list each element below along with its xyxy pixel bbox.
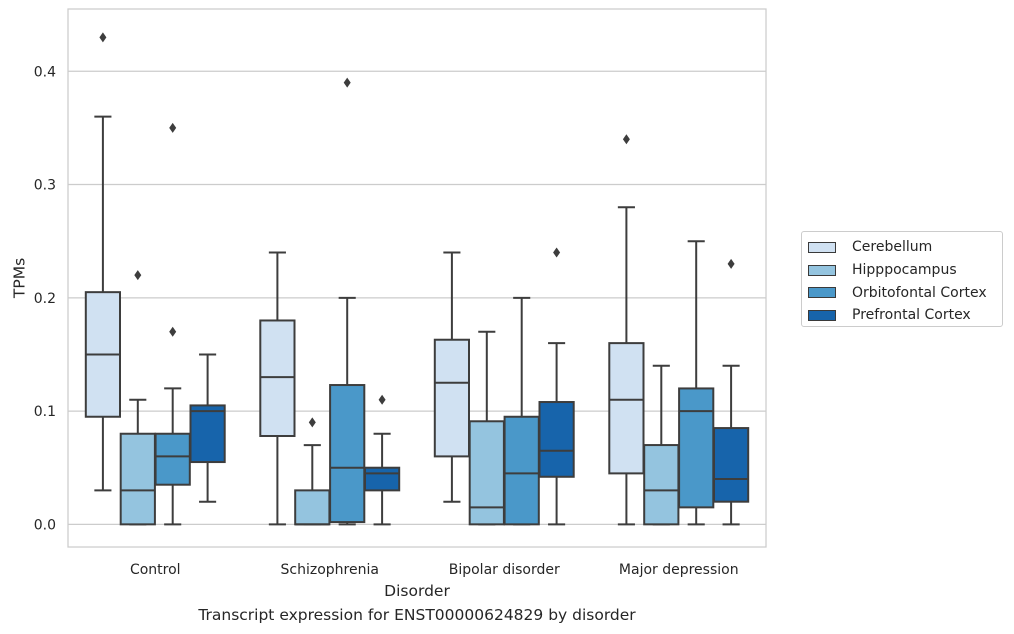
box-2-1 [329, 77, 366, 526]
y-tick-label: 0.3 [34, 178, 56, 194]
outlier-point [727, 258, 735, 269]
box-3-1 [363, 394, 401, 526]
y-tick-label: 0.4 [34, 64, 56, 80]
box-body [363, 466, 401, 492]
box-body [119, 432, 156, 526]
box-body [259, 319, 296, 438]
y-axis-label: TPMs [11, 258, 29, 299]
box-1-1 [294, 417, 331, 526]
box-groups [84, 32, 750, 526]
box-2-3 [678, 240, 715, 526]
x-tick-label: Control [130, 562, 181, 578]
box-body [643, 444, 680, 526]
figure-caption: Transcript expression for ENST0000062482… [198, 606, 636, 624]
box-1-0 [119, 270, 156, 526]
y-tick-label: 0.0 [34, 517, 56, 533]
box-0-0 [84, 32, 122, 492]
outlier-point [308, 417, 316, 428]
legend-label: Orbitofontal Cortex [852, 284, 987, 301]
outlier-point [553, 247, 561, 258]
box-body [712, 427, 750, 503]
box-2-0 [154, 122, 191, 526]
x-tick-label: Major depression [619, 562, 739, 578]
box-1-2 [468, 330, 505, 526]
outlier-point [169, 326, 177, 337]
box-0-1 [259, 251, 296, 526]
outlier-point [99, 32, 107, 43]
box-body [503, 415, 540, 526]
legend-item-orbitofrontal-cortex: Orbitofontal Cortex [808, 281, 1002, 304]
legend-label: Cerebellum [852, 239, 933, 256]
box-body [468, 420, 505, 526]
legend-item-hippocampus: Hipppocampus [808, 259, 1002, 282]
legend-label: Prefrontal Cortex [852, 307, 971, 324]
box-body [329, 384, 366, 524]
legend-label: Hipppocampus [852, 262, 957, 279]
box-3-3 [712, 258, 750, 526]
plot-frame [67, 8, 767, 548]
legend-item-cerebellum: Cerebellum [808, 236, 1002, 259]
outlier-point [134, 270, 142, 281]
x-tick-label: Bipolar disorder [449, 562, 560, 578]
box-3-2 [538, 247, 575, 526]
box-body [538, 401, 575, 478]
box-body [294, 489, 331, 526]
legend: Cerebellum Hipppocampus Orbitofontal Cor… [801, 231, 1003, 327]
legend-swatch [808, 241, 836, 253]
box-body [433, 338, 471, 458]
box-0-2 [433, 251, 471, 503]
outlier-point [622, 134, 630, 145]
y-tick-label: 0.2 [34, 291, 56, 307]
y-tick-label: 0.1 [34, 404, 56, 420]
x-tick-label: Schizophrenia [281, 562, 379, 578]
axes: 0.0 0.1 0.2 0.3 0.4 Control Schizophrenia Bipol… [34, 64, 739, 578]
outlier-point [169, 122, 177, 133]
box-body [678, 387, 715, 509]
outlier-point [343, 77, 351, 88]
box-body [608, 342, 645, 475]
legend-swatch [808, 309, 836, 321]
x-axis-label: Disorder [384, 582, 450, 600]
legend-swatch [808, 264, 836, 276]
box-0-3 [608, 134, 645, 526]
legend-swatch [808, 287, 836, 299]
box-body [189, 404, 226, 464]
outlier-point [378, 394, 386, 405]
box-1-3 [643, 364, 680, 526]
box-3-0 [189, 353, 226, 503]
legend-item-prefrontal-cortex: Prefrontal Cortex [808, 304, 1002, 327]
box-body [154, 432, 191, 486]
